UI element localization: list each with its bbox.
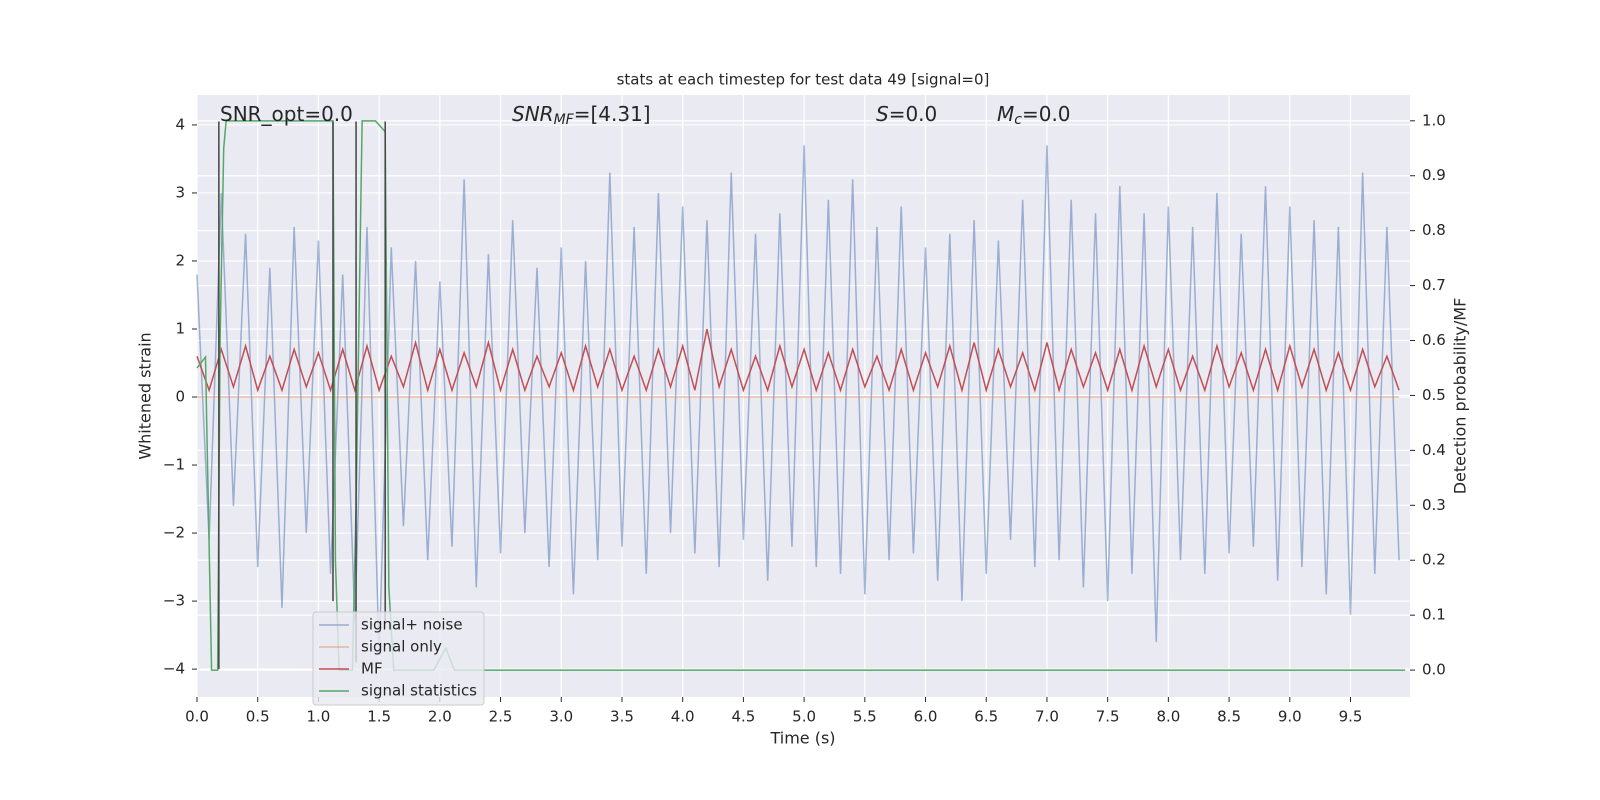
x-tick-label: 9.0 xyxy=(1278,708,1302,726)
x-tick-label: 8.0 xyxy=(1156,708,1180,726)
y2-tick-label: 0.1 xyxy=(1422,606,1446,624)
chart-title: stats at each timestep for test data 49 … xyxy=(617,71,990,89)
x-tick-label: 7.5 xyxy=(1096,708,1120,726)
x-tick-label: 0.0 xyxy=(185,708,209,726)
y-tick-label: 3 xyxy=(175,183,185,201)
x-tick-label: 6.0 xyxy=(914,708,938,726)
annotation: Mc=0.0 xyxy=(997,102,1071,129)
y-tick-label: −2 xyxy=(163,524,185,542)
y2-tick-label: 0.4 xyxy=(1422,441,1446,459)
annotation-rest: =[4.31] xyxy=(574,102,651,126)
annotation-main: S xyxy=(876,102,889,126)
y2-tick-label: 1.0 xyxy=(1422,111,1446,129)
annotation-main: M xyxy=(997,102,1014,126)
y-tick-label: −1 xyxy=(163,456,185,474)
y2-tick-label: 0.5 xyxy=(1422,386,1446,404)
x-tick-label: 5.5 xyxy=(853,708,877,726)
y-tick-label: 1 xyxy=(175,319,185,337)
y-tick-label: 0 xyxy=(175,388,185,406)
x-tick-label: 3.5 xyxy=(610,708,634,726)
annotation-rest: =0.0 xyxy=(1022,102,1071,126)
annotation: SNRMF=[4.31] xyxy=(512,102,651,129)
y-tick-label: −3 xyxy=(163,592,185,610)
y2-tick-label: 0.2 xyxy=(1422,551,1446,569)
series-line xyxy=(196,145,1400,656)
series-line xyxy=(196,328,1400,394)
x-tick-label: 2.5 xyxy=(489,708,513,726)
x-tick-label: 4.5 xyxy=(731,708,755,726)
x-tick-label: 1.0 xyxy=(306,708,330,726)
x-tick-label: 3.0 xyxy=(549,708,573,726)
y2-tick-label: 0.7 xyxy=(1422,276,1446,294)
annotation: SNR_opt=0.0 xyxy=(220,102,353,126)
legend-label: signal statistics xyxy=(361,682,477,700)
y2-tick-label: 0.3 xyxy=(1422,496,1446,514)
x-tick-label: 4.0 xyxy=(671,708,695,726)
y2-tick-label: 0.0 xyxy=(1422,661,1446,679)
x-tick-label: 0.5 xyxy=(246,708,270,726)
annotation-sub: c xyxy=(1014,112,1022,128)
annotation-sub: MF xyxy=(554,112,575,128)
y2-axis-label: Detection probability/MF xyxy=(1451,298,1470,495)
annotation-main: SNR xyxy=(512,102,554,126)
x-tick-label: 7.0 xyxy=(1035,708,1059,726)
y-axis-label: Whitened strain xyxy=(136,332,155,459)
x-tick-label: 6.5 xyxy=(974,708,998,726)
y2-tick-label: 0.6 xyxy=(1422,331,1446,349)
x-tick-label: 5.0 xyxy=(792,708,816,726)
annotation-main: SNR_opt=0.0 xyxy=(220,102,353,126)
y-tick-label: 4 xyxy=(175,115,185,133)
x-tick-label: 9.5 xyxy=(1339,708,1363,726)
x-tick-label: 2.0 xyxy=(428,708,452,726)
legend-label: signal+ noise xyxy=(361,616,463,634)
y2-tick-label: 0.9 xyxy=(1422,166,1446,184)
axes: 0.0 0.5 1.0 1.5 2.0 2.5 3.0 3.5 4.0 4.5 5.0 5.5 6.0 6… xyxy=(163,111,1446,725)
x-tick-label: 8.5 xyxy=(1217,708,1241,726)
y2-tick-label: 0.8 xyxy=(1422,221,1446,239)
legend-box xyxy=(312,611,485,706)
legend-label: signal only xyxy=(361,638,442,656)
x-tick-label: 1.5 xyxy=(367,708,391,726)
x-axis-label: Time (s) xyxy=(769,729,835,748)
annotation: S=0.0 xyxy=(876,102,937,126)
legend-label: MF xyxy=(361,660,383,678)
annotation-rest: =0.0 xyxy=(889,102,938,126)
y-tick-label: −4 xyxy=(163,660,185,678)
y-tick-label: 2 xyxy=(175,251,185,269)
